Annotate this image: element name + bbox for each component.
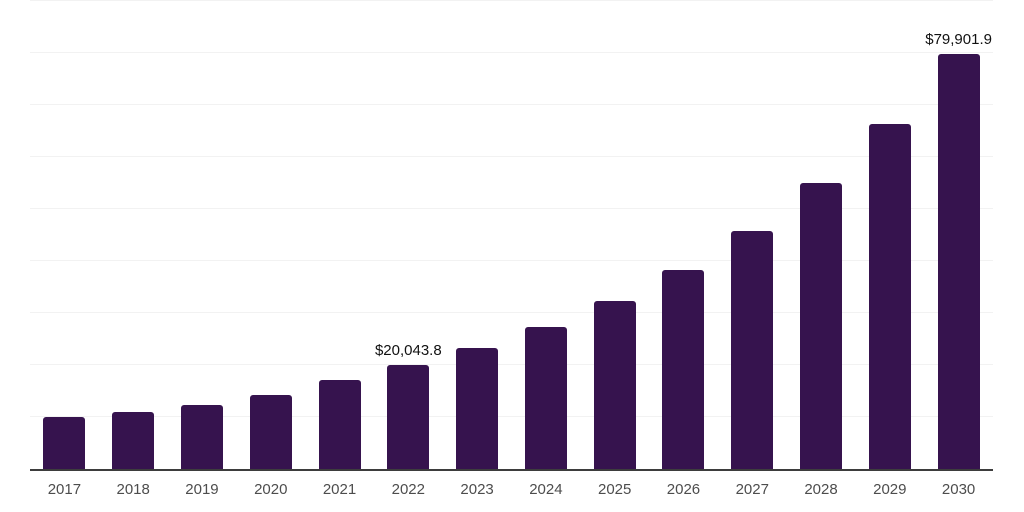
x-tick-2019: 2019 <box>185 481 219 498</box>
x-axis: 2017 2018 2019 2020 2021 2022 2023 2024 2025 2026… <box>30 482 993 502</box>
gridline-60000 <box>30 156 993 157</box>
x-tick-2023: 2023 <box>460 481 494 498</box>
bar-2025 <box>593 301 636 469</box>
x-tick-2022: 2022 <box>391 481 425 498</box>
x-tick-2030: 2030 <box>941 481 976 498</box>
bar-2027 <box>731 230 774 469</box>
gridline-30000 <box>30 312 993 313</box>
bar-2030 <box>937 53 980 469</box>
x-tick-2017: 2017 <box>47 481 82 498</box>
bar-2018 <box>112 411 155 469</box>
x-tick-2018: 2018 <box>116 481 150 498</box>
bar-2019 <box>180 405 223 469</box>
x-tick-2020: 2020 <box>254 481 288 498</box>
x-tick-2024: 2024 <box>529 481 563 498</box>
x-tick-2025: 2025 <box>597 481 632 498</box>
x-tick-2027: 2027 <box>735 481 769 498</box>
gridline-80000 <box>30 52 993 53</box>
gridline-90000 <box>30 0 993 1</box>
x-tick-2021: 2021 <box>322 481 357 498</box>
x-tick-2026: 2026 <box>666 481 701 498</box>
gridline-10000 <box>30 416 993 417</box>
value-label-2030: $79,901.9 <box>925 30 992 48</box>
bar-2020 <box>249 395 292 469</box>
gridline-40000 <box>30 260 993 261</box>
bar-2022 <box>387 364 430 469</box>
bar-2024 <box>524 327 567 469</box>
gridline-50000 <box>30 208 993 209</box>
x-tick-2029: 2029 <box>873 481 907 498</box>
gridline-70000 <box>30 104 993 105</box>
x-tick-2028: 2028 <box>804 481 838 498</box>
bar-2028 <box>800 183 843 469</box>
plot-area: $20,043.8 $79,901.9 <box>30 0 993 471</box>
bar-2026 <box>662 269 705 469</box>
bar-2017 <box>43 417 86 469</box>
value-label-2022: $20,043.8 <box>374 341 442 359</box>
bar-2023 <box>456 347 499 469</box>
gridline-20000 <box>30 364 993 365</box>
bar-2021 <box>318 380 361 469</box>
bar-2029 <box>868 123 911 469</box>
